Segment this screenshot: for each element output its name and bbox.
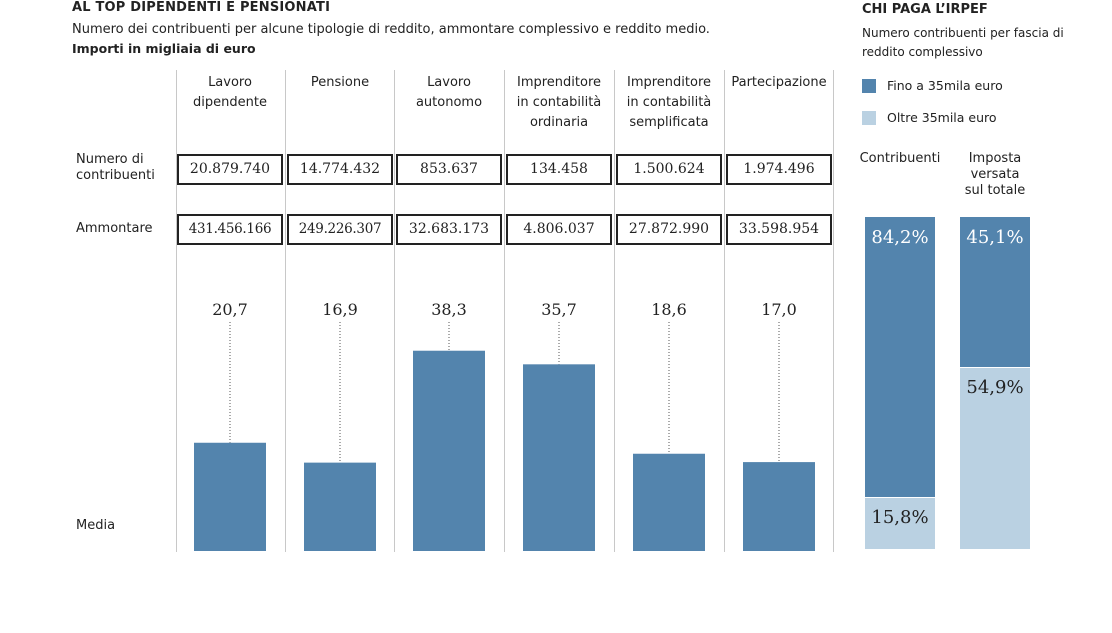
category-header-4: Imprenditore in contabilità semplificata — [626, 75, 712, 130]
ammontare-value-0: 431.456.166 — [177, 214, 283, 245]
stack-column-header-1: Imposta versata sul totale — [964, 151, 1026, 198]
category-header-5: Partecipazione — [731, 75, 827, 90]
numero-value-3: 134.458 — [506, 154, 612, 185]
numero-value-2: 853.637 — [396, 154, 502, 185]
category-header-1: Pensione — [310, 75, 370, 90]
column-separator-6 — [833, 70, 834, 552]
right-chart-title: CHI PAGA L’IRPEF — [862, 2, 988, 17]
ammontare-value-4: 27.872.990 — [616, 214, 722, 245]
stack-segment-0-1 — [865, 497, 935, 549]
numero-value-4: 1.500.624 — [616, 154, 722, 185]
ammontare-value-3: 4.806.037 — [506, 214, 612, 245]
column-separator-3 — [504, 70, 505, 552]
left-chart-subtitle: Numero dei contribuenti per alcune tipol… — [72, 22, 710, 37]
category-header-3: Imprenditore in contabilità ordinaria — [516, 75, 602, 130]
stack-label-0-1: 15,8% — [871, 506, 929, 528]
column-separator-2 — [394, 70, 395, 552]
ammontare-value-2: 32.683.173 — [396, 214, 502, 245]
media-value-label-0: 20,7 — [212, 300, 248, 319]
left-chart-units: Importi in migliaia di euro — [72, 41, 256, 56]
column-separator-4 — [614, 70, 615, 552]
numero-value-1: 14.774.432 — [287, 154, 393, 185]
media-bar-1 — [304, 462, 376, 551]
stack-label-0-0: 84,2% — [871, 227, 929, 248]
column-separator-1 — [285, 70, 286, 552]
right-chart-subtitle: Numero contribuenti per fascia di reddit… — [862, 26, 1064, 59]
legend-swatch-fino — [862, 79, 876, 93]
media-value-label-4: 18,6 — [651, 300, 687, 319]
legend-swatch-oltre — [862, 111, 876, 125]
media-value-label-5: 17,0 — [761, 300, 797, 319]
legend-label-fino: Fino a 35mila euro — [887, 78, 1003, 93]
media-bar-5 — [743, 462, 815, 551]
legend-label-oltre: Oltre 35mila euro — [887, 110, 997, 125]
row-label-ammontare: Ammontare — [76, 221, 153, 236]
left-chart-title: AL TOP DIPENDENTI E PENSIONATI — [72, 0, 331, 15]
numero-value-0: 20.879.740 — [177, 154, 283, 185]
stack-column-header-0: Contribuenti — [859, 151, 941, 166]
stack-segment-1-0 — [960, 217, 1030, 367]
category-header-2: Lavoro autonomo — [415, 75, 483, 110]
column-separator-5 — [724, 70, 725, 552]
row-label-media: Media — [76, 518, 116, 533]
media-bar-4 — [633, 453, 705, 551]
media-bar-2 — [413, 350, 485, 551]
media-value-label-1: 16,9 — [322, 300, 358, 319]
column-separator-0 — [176, 70, 177, 552]
stack-label-1-1: 54,9% — [966, 376, 1024, 398]
media-bar-3 — [523, 364, 595, 551]
media-value-label-2: 38,3 — [431, 300, 467, 319]
stack-label-1-0: 45,1% — [966, 227, 1024, 248]
row-label-numero: Numero di contribuenti — [76, 152, 155, 183]
category-header-0: Lavoro dipendente — [193, 75, 267, 110]
numero-value-5: 1.974.496 — [726, 154, 832, 185]
stack-segment-1-1 — [960, 367, 1030, 549]
media-value-label-3: 35,7 — [541, 300, 577, 319]
stack-segment-0-0 — [865, 217, 935, 497]
ammontare-value-5: 33.598.954 — [726, 214, 832, 245]
media-bar-0 — [194, 442, 266, 551]
ammontare-value-1: 249.226.307 — [287, 214, 393, 245]
